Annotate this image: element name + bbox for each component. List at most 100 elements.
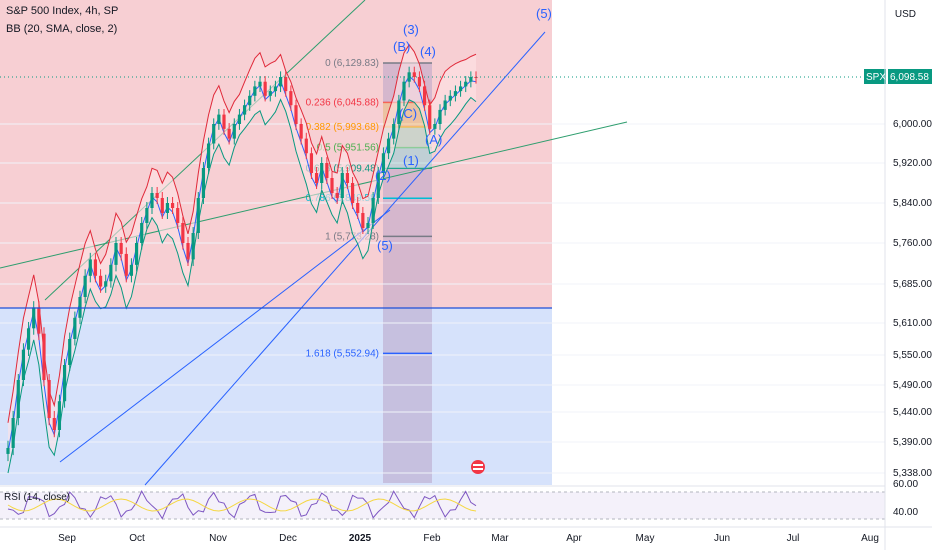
candle-body bbox=[428, 105, 432, 129]
candle-body bbox=[42, 333, 46, 380]
trend-line bbox=[144, 31, 546, 486]
candle-body bbox=[212, 124, 216, 144]
candle-body bbox=[284, 77, 288, 92]
price-tick-label: 5,490.00 bbox=[893, 380, 932, 391]
candle-body bbox=[278, 77, 283, 87]
rsi-band bbox=[0, 492, 885, 519]
fib-level-label: 0.236 (6,045.88) bbox=[306, 97, 379, 108]
time-tick-label: 2025 bbox=[349, 533, 372, 544]
candle-body bbox=[422, 86, 427, 106]
candle-body bbox=[464, 81, 468, 87]
price-tag-value: 6,098.58 bbox=[890, 72, 929, 83]
price-tick-label: 6,000.00 bbox=[893, 119, 932, 130]
wave-label: (A) bbox=[425, 132, 442, 147]
candle-body bbox=[304, 138, 308, 154]
wave-label: (B) bbox=[393, 39, 410, 54]
price-tick-label: 5,390.00 bbox=[893, 437, 932, 448]
symbol-title[interactable]: S&P 500 Index, 4h, SP bbox=[6, 5, 119, 17]
candle-body bbox=[206, 143, 211, 168]
candle-body bbox=[309, 153, 314, 173]
bb-upper-band bbox=[7, 43, 477, 423]
candle-body bbox=[26, 328, 31, 350]
price-tick-label: 5,685.00 bbox=[893, 279, 932, 290]
candle-body bbox=[407, 72, 411, 82]
time-axis: Sep Oct Nov Dec 2025 Feb Mar Apr May Jun Jul Aug bbox=[58, 533, 879, 544]
candle-body bbox=[140, 223, 144, 243]
candle-body bbox=[150, 193, 154, 208]
candle-body bbox=[371, 198, 375, 223]
candle-body bbox=[248, 95, 252, 106]
candle-body bbox=[381, 153, 386, 173]
price-tick-label: 5,840.00 bbox=[893, 198, 932, 209]
candle-body bbox=[145, 208, 149, 223]
fib-level-label: 1 (5,773.28) bbox=[325, 231, 379, 242]
candle-body bbox=[268, 91, 272, 96]
candle-body bbox=[47, 380, 51, 418]
candle-body bbox=[6, 447, 10, 454]
candle-body bbox=[68, 339, 72, 365]
candle-body bbox=[37, 307, 41, 334]
candle-body bbox=[119, 243, 123, 254]
candle-body bbox=[165, 203, 170, 213]
candle-body bbox=[263, 81, 267, 96]
candle-body bbox=[201, 168, 206, 198]
candle-body bbox=[397, 100, 401, 124]
price-tag-symbol bbox=[864, 69, 886, 84]
candle-body bbox=[88, 259, 92, 276]
fib-level-label: 0.5 (5,951.56) bbox=[317, 143, 379, 154]
fib-blue-zone bbox=[0, 308, 552, 485]
time-tick-label: Oct bbox=[129, 533, 145, 544]
wave-label: (1) bbox=[403, 153, 419, 168]
candle-body bbox=[104, 281, 108, 287]
candle-body bbox=[469, 77, 473, 82]
time-tick-label: Sep bbox=[58, 533, 76, 544]
wave-label: (5) bbox=[536, 6, 552, 21]
price-tag-symbol-text: SPX bbox=[866, 72, 886, 83]
indicator-legend[interactable]: BB (20, SMA, close, 2) bbox=[6, 23, 118, 35]
trend-line bbox=[59, 209, 391, 463]
flag-icon[interactable] bbox=[471, 460, 485, 474]
candle-body bbox=[438, 109, 442, 124]
candle-body bbox=[129, 264, 134, 276]
candle-body bbox=[176, 208, 180, 223]
currency-label[interactable]: USD bbox=[894, 9, 916, 20]
candle-body bbox=[109, 264, 113, 282]
price-tick-label: 5,760.00 bbox=[893, 238, 932, 249]
candle-body bbox=[124, 253, 128, 276]
fib-band bbox=[383, 147, 432, 169]
candle-body bbox=[258, 81, 262, 87]
time-tick-label: May bbox=[636, 533, 655, 544]
fib-level-label: 0 (6,129.83) bbox=[325, 58, 379, 69]
candle-body bbox=[222, 114, 226, 129]
rsi-legend[interactable]: RSI (14, close) bbox=[4, 492, 71, 503]
wave-label: (C) bbox=[399, 106, 417, 121]
time-tick-label: Dec bbox=[279, 533, 297, 544]
time-tick-label: Feb bbox=[423, 533, 441, 544]
candle-body bbox=[186, 243, 190, 260]
candle-body bbox=[98, 275, 103, 287]
price-tick-label: 5,338.00 bbox=[893, 468, 932, 479]
candle-body bbox=[155, 193, 159, 198]
candle-body bbox=[217, 114, 221, 124]
candle-body bbox=[361, 213, 365, 228]
candle-body bbox=[289, 91, 293, 106]
candle-body bbox=[191, 233, 195, 260]
price-tag bbox=[888, 69, 932, 84]
candle-body bbox=[356, 203, 360, 213]
candle-body bbox=[273, 86, 278, 92]
rsi-level-label: 60.00 bbox=[893, 479, 918, 490]
candle-body bbox=[417, 77, 422, 87]
candle-body bbox=[299, 124, 303, 139]
rsi-pane: 60.00 40.00 bbox=[0, 479, 918, 520]
candle-body bbox=[314, 173, 319, 183]
candle-body bbox=[181, 223, 185, 243]
candle-body bbox=[453, 91, 458, 96]
time-tick-label: Nov bbox=[209, 533, 227, 544]
candle-body bbox=[340, 173, 344, 198]
candle-body bbox=[325, 163, 329, 178]
candle-body bbox=[345, 173, 350, 183]
candle-body bbox=[32, 307, 36, 329]
price-tick-label: 5,440.00 bbox=[893, 407, 932, 418]
candle-body bbox=[253, 86, 257, 96]
